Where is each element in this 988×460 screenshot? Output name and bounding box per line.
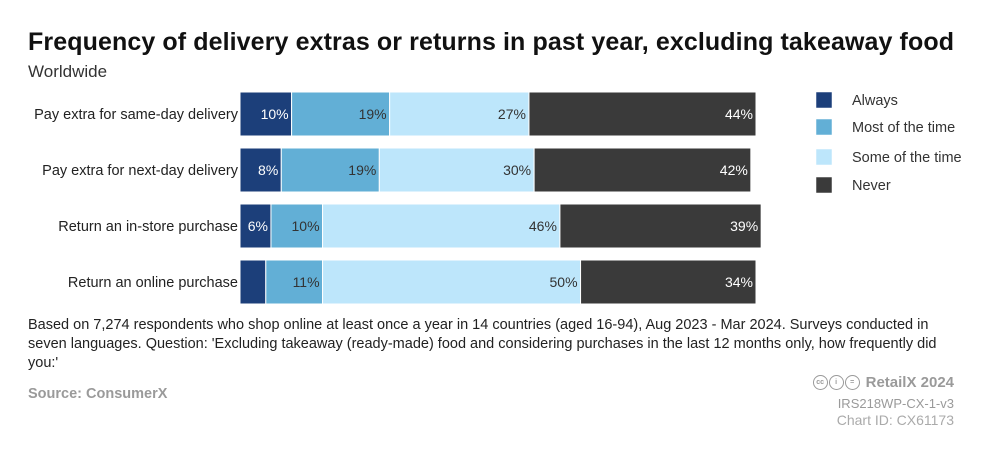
legend-label: Never bbox=[852, 178, 891, 194]
data-label: 11% bbox=[293, 274, 320, 290]
bar-segment bbox=[239, 147, 282, 193]
bar-segment bbox=[280, 147, 380, 193]
brand-text: RetailX 2024 bbox=[865, 374, 954, 391]
chart-title: Frequency of delivery extras or returns … bbox=[28, 28, 955, 56]
data-label: 8% bbox=[258, 162, 278, 178]
data-label: 50% bbox=[550, 274, 578, 290]
data-label: 19% bbox=[348, 162, 376, 178]
bar-segment bbox=[533, 147, 752, 193]
bar-segment bbox=[528, 91, 757, 137]
data-label: 10% bbox=[261, 106, 289, 122]
chart-id: Chart ID: CX61173 bbox=[836, 412, 954, 428]
stacked-bar-chart: Pay extra for same-day delivery 10% 19% 27%… bbox=[34, 91, 962, 305]
bar-segment bbox=[239, 203, 272, 249]
category-label: Return an online purchase bbox=[68, 275, 238, 291]
category-label: Pay extra for same-day delivery bbox=[34, 107, 239, 123]
bar-segment bbox=[270, 203, 324, 249]
data-label: 19% bbox=[359, 106, 387, 122]
bar-segment bbox=[265, 259, 324, 305]
bar-segment bbox=[239, 259, 267, 305]
bar-segment bbox=[378, 147, 535, 193]
bar-segment bbox=[322, 203, 561, 249]
legend-swatch bbox=[815, 176, 833, 194]
source-label: Source: ConsumerX bbox=[28, 386, 168, 402]
legend-swatch bbox=[815, 148, 833, 166]
legend-label: Some of the time bbox=[852, 150, 962, 166]
chart-code: IRS218WP-CX-1-v3 bbox=[837, 396, 954, 411]
bar-segment bbox=[239, 91, 293, 137]
methodology-note: Based on 7,274 respondents who shop onli… bbox=[28, 317, 937, 371]
bar-segment bbox=[580, 259, 757, 305]
data-label: 42% bbox=[720, 162, 748, 178]
bar-segment bbox=[559, 203, 762, 249]
legend-swatch bbox=[815, 118, 833, 136]
legend-swatch bbox=[815, 91, 833, 109]
data-label: 44% bbox=[725, 106, 753, 122]
data-label: 27% bbox=[498, 106, 526, 122]
bar-segment bbox=[389, 91, 530, 137]
data-label: 39% bbox=[730, 218, 758, 234]
creative-commons-icon: cc i = bbox=[812, 375, 860, 390]
data-label: 46% bbox=[529, 218, 557, 234]
brand-label: cc i = RetailX 2024 bbox=[812, 374, 954, 391]
category-label: Pay extra for next-day delivery bbox=[42, 163, 239, 179]
data-label: 30% bbox=[503, 162, 531, 178]
legend-label: Always bbox=[852, 93, 898, 109]
bar-segment bbox=[322, 259, 582, 305]
data-label: 34% bbox=[725, 274, 753, 290]
data-label: 6% bbox=[248, 218, 268, 234]
chart-subtitle: Worldwide bbox=[28, 62, 108, 81]
data-label: 10% bbox=[292, 218, 320, 234]
category-label: Return an in-store purchase bbox=[58, 219, 238, 235]
legend-label: Most of the time bbox=[852, 120, 955, 136]
